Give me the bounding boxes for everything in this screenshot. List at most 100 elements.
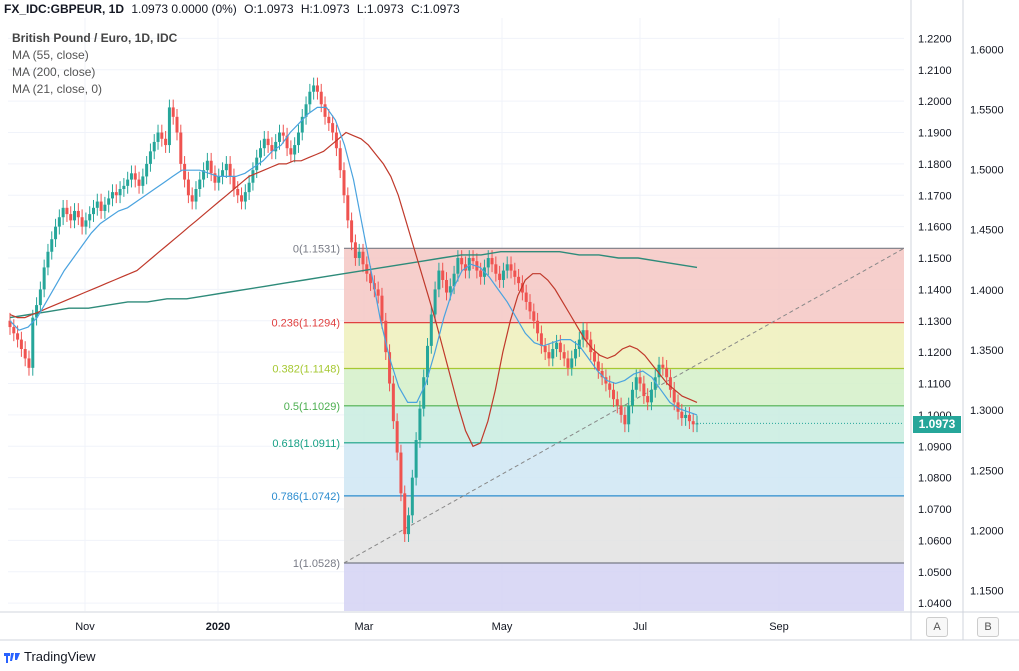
- candle-body: [585, 330, 589, 340]
- candle-body: [448, 286, 452, 293]
- candle-body: [281, 132, 285, 136]
- candle-body: [558, 342, 562, 353]
- y-tick-label-a: 1.0900: [918, 441, 952, 453]
- candle-body: [566, 358, 570, 368]
- symbol-header: FX_IDC:GBPEUR, 1D 1.0973 0.0000 (0%) O:1…: [4, 2, 464, 16]
- y-tick-label-b: 1.4000: [970, 285, 1004, 297]
- last-price-tag: 1.0973: [913, 416, 961, 433]
- ma-21-label[interactable]: MA (21, close, 0): [12, 82, 103, 96]
- candle-body: [479, 270, 483, 277]
- candle-body: [608, 383, 612, 390]
- candle-body: [611, 389, 615, 400]
- candle-body: [657, 364, 661, 378]
- candle-body: [403, 493, 407, 535]
- y-tick-label-a: 1.1500: [918, 253, 952, 265]
- high-value: H:1.0973: [300, 2, 350, 16]
- fib-zone: [344, 322, 904, 369]
- candle-body: [520, 283, 524, 293]
- candle-body: [107, 198, 111, 205]
- ma-200-line[interactable]: [9, 251, 698, 319]
- candle-body: [634, 377, 638, 390]
- ma-55-line[interactable]: [9, 131, 698, 448]
- candles: [8, 77, 699, 542]
- fib-zone: [344, 562, 904, 611]
- candle-body: [562, 352, 566, 359]
- candle-body: [498, 273, 502, 280]
- brand-name[interactable]: TradingView: [24, 649, 96, 664]
- candle-body: [217, 176, 221, 183]
- candle-body: [369, 273, 373, 284]
- candle-body: [289, 148, 293, 155]
- candle-body: [73, 210, 77, 221]
- candle-body: [467, 258, 471, 271]
- candle-body: [547, 352, 551, 359]
- candle-body: [88, 214, 92, 221]
- y-tick-label-a: 1.1900: [918, 128, 952, 140]
- candle-body: [627, 405, 631, 425]
- candle-body: [687, 414, 691, 422]
- candle-body: [505, 264, 509, 271]
- candle-body: [277, 132, 281, 142]
- close-value: C:1.0973: [410, 2, 460, 16]
- x-tick-label: Nov: [75, 621, 95, 633]
- candle-body: [133, 173, 137, 180]
- candle-body: [171, 107, 175, 117]
- candle-body: [532, 311, 536, 321]
- candle-body: [190, 195, 194, 202]
- candle-body: [308, 91, 312, 105]
- candle-body: [600, 370, 604, 378]
- candle-body: [175, 116, 179, 133]
- y-tick-label-a: 1.1100: [918, 379, 951, 391]
- y-tick-label-b: 1.4500: [970, 225, 1004, 237]
- candle-body: [418, 408, 422, 441]
- scale-b-button[interactable]: B: [977, 617, 999, 637]
- candle-body: [50, 239, 54, 252]
- candle-body: [198, 179, 202, 189]
- ma-21-line[interactable]: [9, 106, 698, 416]
- candle-body: [630, 389, 634, 406]
- candle-body: [399, 452, 403, 494]
- candle-body: [304, 104, 308, 117]
- candle-body: [456, 258, 460, 274]
- candle-body: [148, 151, 152, 164]
- candle-body: [460, 258, 464, 265]
- fib-trend-line[interactable]: [343, 247, 905, 564]
- candle-body: [649, 389, 653, 403]
- ma-55-label[interactable]: MA (55, close): [12, 48, 89, 62]
- scale-a-button[interactable]: A: [926, 617, 948, 637]
- candle-body: [300, 116, 304, 133]
- y-tick-label-b: 1.1500: [970, 586, 1004, 598]
- candle-body: [296, 132, 300, 146]
- open-value: O:1.0973: [244, 2, 294, 16]
- candle-body: [426, 345, 430, 378]
- candle-body: [160, 132, 164, 139]
- candle-body: [471, 258, 475, 262]
- candle-body: [224, 163, 228, 171]
- x-tick-label: May: [492, 621, 513, 633]
- fib-level-label: 0.786(1.0742): [272, 491, 341, 503]
- candle-body: [65, 207, 69, 215]
- candle-body: [581, 330, 585, 340]
- fib-zone: [344, 248, 904, 323]
- candle-body: [665, 367, 669, 378]
- candle-body: [577, 339, 581, 350]
- candle-body: [156, 132, 160, 142]
- candle-body: [293, 145, 297, 155]
- candle-body: [167, 107, 171, 146]
- ma-200-label[interactable]: MA (200, close): [12, 65, 96, 79]
- candle-body: [8, 320, 12, 328]
- candle-body: [384, 320, 388, 353]
- y-tick-label-a: 1.2200: [918, 33, 952, 45]
- fib-zone: [344, 495, 904, 563]
- candle-body: [221, 170, 225, 177]
- candle-body: [194, 188, 198, 202]
- chart-title[interactable]: British Pound / Euro, 1D, IDC: [12, 31, 178, 45]
- candle-body: [551, 349, 555, 359]
- candle-body: [183, 163, 187, 180]
- candle-body: [353, 242, 357, 259]
- candle-body: [262, 138, 266, 149]
- candle-body: [76, 210, 80, 218]
- candle-body: [38, 289, 42, 306]
- candle-body: [429, 314, 433, 346]
